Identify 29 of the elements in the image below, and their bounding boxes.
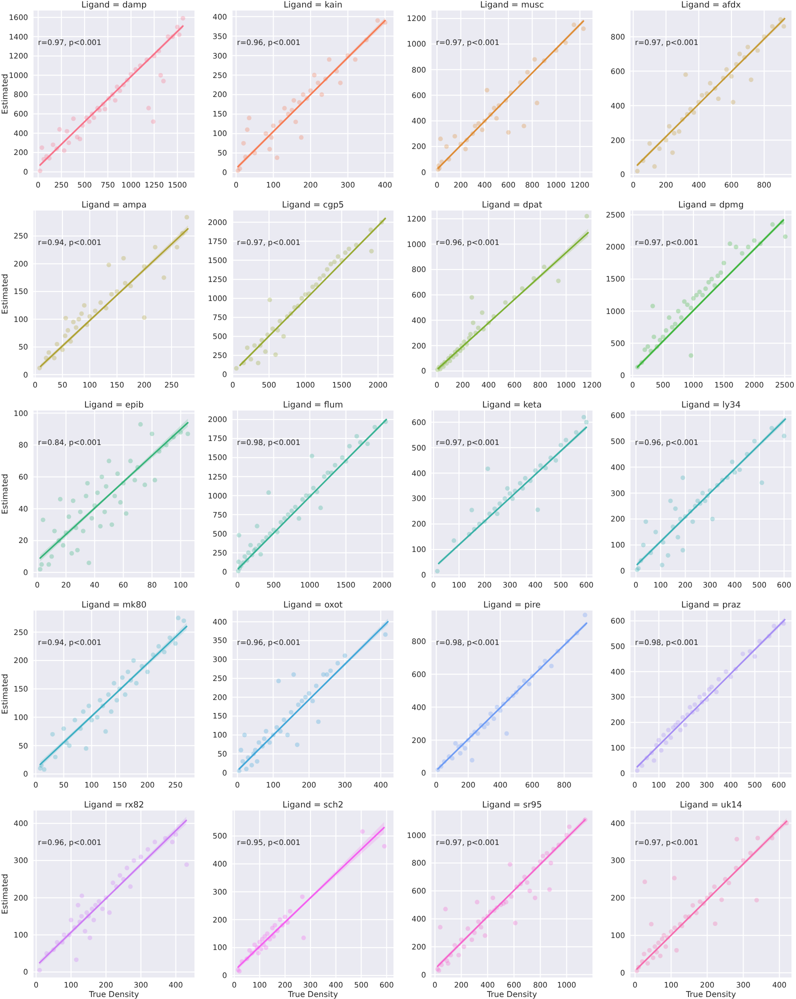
chart-title: Ligand = dpmg bbox=[678, 200, 744, 210]
chart-title: Ligand = sr95 bbox=[482, 800, 542, 810]
chart-title: Ligand = damp bbox=[81, 0, 147, 10]
x-axis-title: True Density bbox=[685, 990, 736, 999]
chart-title: Ligand = flum bbox=[282, 400, 344, 410]
chart-title: Ligand = ampa bbox=[81, 200, 147, 210]
chart-title: Ligand = musc bbox=[480, 0, 544, 10]
y-axis-title: Estimated bbox=[0, 74, 9, 114]
chart-title: Ligand = kain bbox=[284, 0, 342, 10]
chart-title: Ligand = cgp5 bbox=[282, 200, 344, 210]
x-axis-title: True Density bbox=[287, 990, 338, 999]
chart-title: Ligand = uk14 bbox=[680, 800, 742, 810]
y-axis-title: Estimated bbox=[0, 274, 9, 314]
chart-title: Ligand = dpat bbox=[482, 200, 543, 210]
chart-title: Ligand = keta bbox=[482, 400, 542, 410]
x-axis-title: True Density bbox=[88, 990, 140, 999]
chart-title: Ligand = epib bbox=[84, 400, 144, 410]
chart-title: Ligand = pire bbox=[483, 600, 541, 610]
y-axis-title: Estimated bbox=[0, 874, 9, 914]
y-axis-title: Estimated bbox=[0, 474, 9, 514]
x-axis-title: True Density bbox=[486, 990, 538, 999]
chart-title: Ligand = afdx bbox=[681, 0, 741, 10]
chart-title: Ligand = oxot bbox=[283, 600, 344, 610]
chart-title: Ligand = mk80 bbox=[81, 600, 147, 610]
chart-title: Ligand = rx82 bbox=[84, 800, 144, 810]
chart-title: Ligand = praz bbox=[681, 600, 742, 610]
chart-title: Ligand = ly34 bbox=[681, 400, 741, 410]
y-axis-title: Estimated bbox=[0, 674, 9, 714]
chart-title: Ligand = sch2 bbox=[282, 800, 344, 810]
